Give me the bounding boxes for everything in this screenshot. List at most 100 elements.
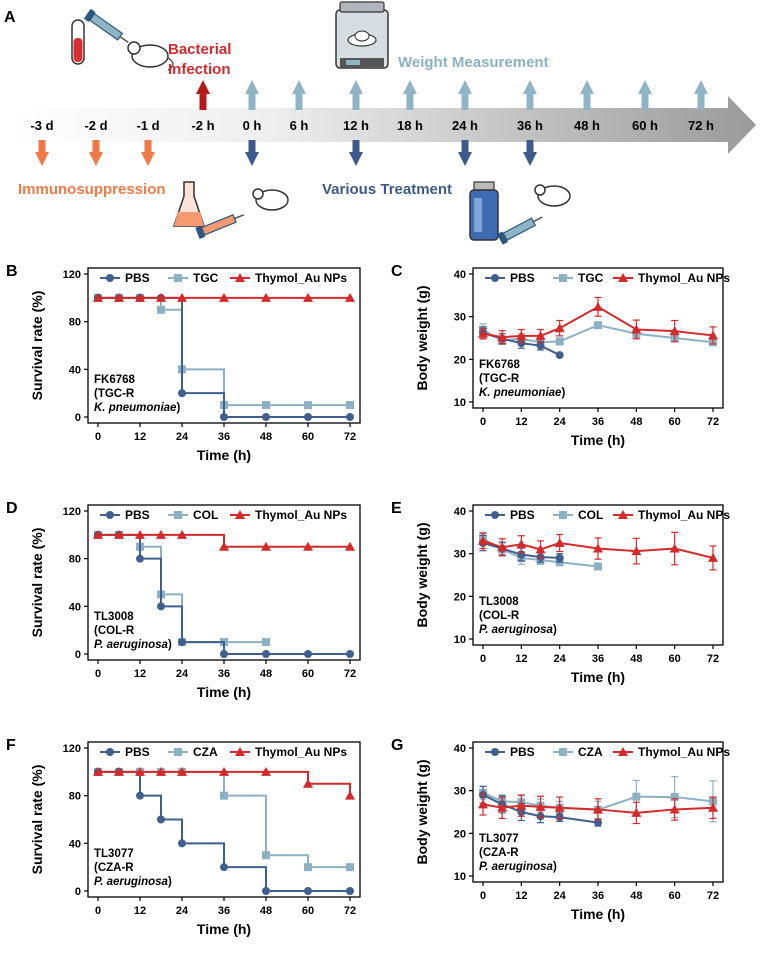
data-point <box>555 337 564 346</box>
data-point <box>516 539 527 549</box>
x-tick-label: 24 <box>554 890 567 902</box>
timeline-arrow <box>10 96 756 154</box>
data-point <box>497 542 508 552</box>
data-point <box>262 413 270 421</box>
data-point <box>177 766 187 776</box>
strain-annotation: P. aeruginosa) <box>94 876 172 888</box>
timeline-panel: A -3 d -2 d -1 d -2 h 0 h 6 h 12 h 18 h 24 h 36 h… <box>4 1 756 245</box>
data-point <box>708 330 718 340</box>
data-point <box>497 802 508 812</box>
y-tick-label: 10 <box>454 397 466 409</box>
x-tick-label: 12 <box>134 668 146 680</box>
species-name: P. aeruginosa <box>94 639 169 651</box>
legend-marker <box>559 748 567 756</box>
data-point <box>708 802 718 812</box>
data-point <box>262 650 270 658</box>
x-tick-label: 60 <box>669 890 681 902</box>
data-point <box>262 851 270 860</box>
data-point <box>516 330 527 340</box>
x-tick-label: 48 <box>630 653 642 665</box>
y-tick-label: 20 <box>454 591 466 603</box>
strain-annotation: K. pneumoniae) <box>479 387 565 399</box>
legend: PBS COL Thymol_Au NPs <box>485 508 730 522</box>
data-point <box>156 292 166 302</box>
legend-marker <box>559 511 567 519</box>
data-point <box>262 638 270 647</box>
x-tick-label: 24 <box>176 668 189 680</box>
timeline-tick-label: 18 h <box>397 118 423 133</box>
weight-arrow <box>523 80 537 110</box>
series-thymol-au-nps <box>93 529 355 551</box>
x-tick-label: 12 <box>134 905 146 917</box>
data-point <box>261 541 271 551</box>
strain-annotation: FK6768 <box>94 374 136 386</box>
x-axis-title: Time (h) <box>571 669 625 685</box>
data-point <box>535 330 546 340</box>
series-line <box>98 296 350 418</box>
strain-annotation: P. aeruginosa) <box>479 861 557 873</box>
data-point <box>219 292 229 302</box>
x-tick-label: 12 <box>515 653 527 665</box>
x-axis-title: Time (h) <box>197 447 251 463</box>
data-point <box>346 401 354 410</box>
data-point <box>304 650 312 658</box>
data-point <box>114 292 124 302</box>
legend-marker <box>174 511 182 519</box>
data-point <box>594 562 602 571</box>
timeline-tick-label: -1 d <box>136 118 159 133</box>
legend: PBS COL Thymol_Au NPs <box>100 508 347 522</box>
weight-arrow <box>638 80 652 110</box>
y-axis-title: Survival rate (%) <box>29 765 45 875</box>
y-tick-label: 80 <box>69 791 81 803</box>
timeline-tick-label: 48 h <box>574 118 600 133</box>
strain-annotation: TL3077 <box>479 833 519 845</box>
closing-paren: ) <box>553 861 557 873</box>
legend-marker <box>618 273 628 282</box>
y-tick-label: 120 <box>63 269 81 281</box>
y-tick-label: 20 <box>454 354 466 366</box>
data-point <box>517 339 526 348</box>
series-line <box>98 533 350 655</box>
data-point <box>535 801 546 811</box>
legend: PBS TGC Thymol_Au NPs <box>485 271 730 285</box>
balance-icon <box>335 1 389 69</box>
data-point <box>303 778 313 788</box>
strain-annotation: FK6768 <box>479 359 521 371</box>
legend-label: TGC <box>578 271 604 285</box>
x-axis-title: Time (h) <box>571 432 625 448</box>
closing-paren: ) <box>553 624 557 636</box>
x-tick-label: 36 <box>592 416 604 428</box>
species-name: K. pneumoniae <box>479 387 562 399</box>
weight-arrow <box>403 80 417 110</box>
chart-panel-c: C 10 20 30 40 0 12 24 36 48 60 72 Time (h) Body weigh… <box>391 263 730 448</box>
series-thymol-au-nps <box>478 793 718 825</box>
strain-annotation: (CZA-R <box>479 847 519 859</box>
data-point <box>262 887 270 895</box>
data-point <box>478 328 488 338</box>
weight-arrow <box>580 80 594 110</box>
legend-label: Thymol_Au NPs <box>638 271 730 285</box>
data-point <box>178 389 186 398</box>
strain-annotation: K. pneumoniae) <box>94 402 180 414</box>
strain-annotation: P. aeruginosa) <box>94 639 172 651</box>
syringe-mouse-icon <box>71 8 174 71</box>
x-tick-label: 60 <box>302 905 314 917</box>
x-tick-label: 0 <box>95 431 101 443</box>
legend-label: PBS <box>510 271 535 285</box>
legend-label: COL <box>578 508 603 522</box>
timeline-tick-label: 36 h <box>517 118 543 133</box>
data-point <box>177 529 187 539</box>
data-point <box>516 800 527 810</box>
x-axis-title: Time (h) <box>197 684 251 700</box>
data-point <box>135 766 145 776</box>
timeline-tick-label: 6 h <box>290 118 309 133</box>
series-tgc <box>479 321 717 348</box>
data-point <box>304 413 312 421</box>
legend-label: Thymol_Au NPs <box>255 745 347 759</box>
y-axis-title: Body weight (g) <box>414 523 430 628</box>
data-point <box>220 791 228 800</box>
chart-panel-f: F 0 40 80 120 0 12 24 36 48 60 72 Time (h) Survival r… <box>6 737 361 937</box>
legend-label: Thymol_Au NPs <box>255 271 347 285</box>
x-tick-label: 48 <box>260 905 272 917</box>
x-tick-label: 0 <box>480 890 486 902</box>
